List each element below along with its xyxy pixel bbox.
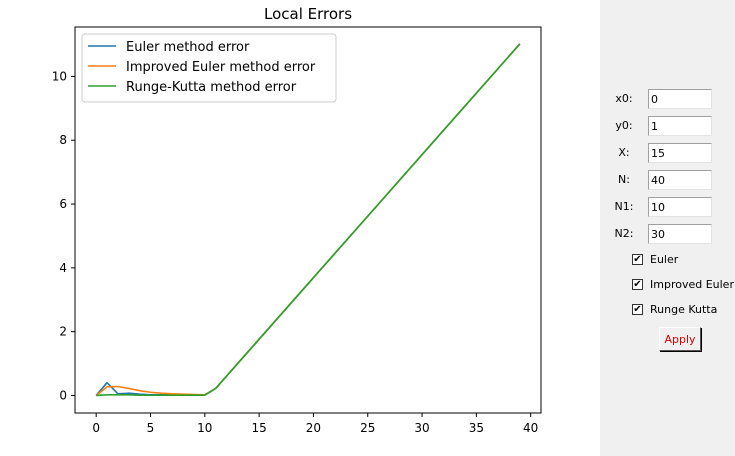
apply-button[interactable]: Apply (659, 327, 701, 351)
euler-checkbox-row[interactable]: ✔ Euler (632, 252, 732, 268)
N1-input[interactable] (648, 197, 712, 217)
euler-checkbox[interactable]: ✔ (632, 254, 643, 265)
x-tick-label: 40 (523, 421, 538, 435)
x-tick-label: 25 (360, 421, 375, 435)
improved-euler-checkbox-row[interactable]: ✔ Improved Euler (632, 277, 734, 293)
x-tick-label: 30 (414, 421, 429, 435)
x-tick-label: 5 (147, 421, 155, 435)
runge-kutta-checkbox-label: Runge Kutta (650, 303, 718, 316)
N2-label: N2: (614, 227, 634, 240)
N1-label: N1: (614, 200, 634, 213)
euler-checkbox-label: Euler (650, 253, 679, 266)
field-row-x0: x0: (600, 89, 735, 109)
y-tick-label: 6 (59, 197, 67, 211)
y-tick-label: 2 (59, 325, 67, 339)
series-line-3 (96, 43, 521, 397)
plot-area: Local Errors 0 5 10 15 20 25 30 35 40 0 2 4 6 8 10 Euler… (51, 5, 542, 435)
y-tick-label: 0 (59, 388, 67, 402)
y-tick-label: 10 (52, 69, 67, 83)
x0-input[interactable] (648, 89, 712, 109)
x-tick-label: 35 (469, 421, 484, 435)
X-input[interactable] (648, 143, 712, 163)
N-input[interactable] (648, 170, 712, 190)
field-row-X: X: (600, 143, 735, 163)
legend-box (81, 33, 337, 103)
field-row-y0: y0: (600, 116, 735, 136)
legend-label-3: Runge-Kutta method error (126, 80, 297, 95)
improved-euler-checkbox-label: Improved Euler (650, 278, 734, 291)
x-tick-label: 20 (306, 421, 321, 435)
x-tick-label: 10 (197, 421, 212, 435)
legend-label-1: Euler method error (126, 40, 250, 55)
improved-euler-checkbox[interactable]: ✔ (632, 279, 643, 290)
field-row-N2: N2: (600, 224, 735, 244)
chart-title: Local Errors (264, 5, 352, 23)
y0-input[interactable] (648, 116, 712, 136)
runge-kutta-checkbox[interactable]: ✔ (632, 304, 643, 315)
field-row-N: N: (600, 170, 735, 190)
X-label: X: (618, 146, 630, 159)
x-tick-label: 15 (251, 421, 266, 435)
x-tick-label: 0 (92, 421, 100, 435)
control-panel: x0: y0: X: N: N1: N2: ✔ Euler ✔ Improved… (600, 0, 735, 456)
runge-kutta-checkbox-row[interactable]: ✔ Runge Kutta (632, 302, 732, 318)
x0-label: x0: (615, 92, 633, 105)
legend-label-2: Improved Euler method error (126, 60, 316, 75)
y0-label: y0: (615, 119, 633, 132)
y-tick-label: 4 (59, 261, 67, 275)
N2-input[interactable] (648, 224, 712, 244)
field-row-N1: N1: (600, 197, 735, 217)
local-errors-chart: Local Errors 0 5 10 15 20 25 30 35 40 0 2 4 6 8 10 Euler… (52, 5, 542, 435)
axes-frame (74, 26, 542, 414)
N-label: N: (618, 173, 630, 186)
y-tick-label: 8 (59, 133, 67, 147)
